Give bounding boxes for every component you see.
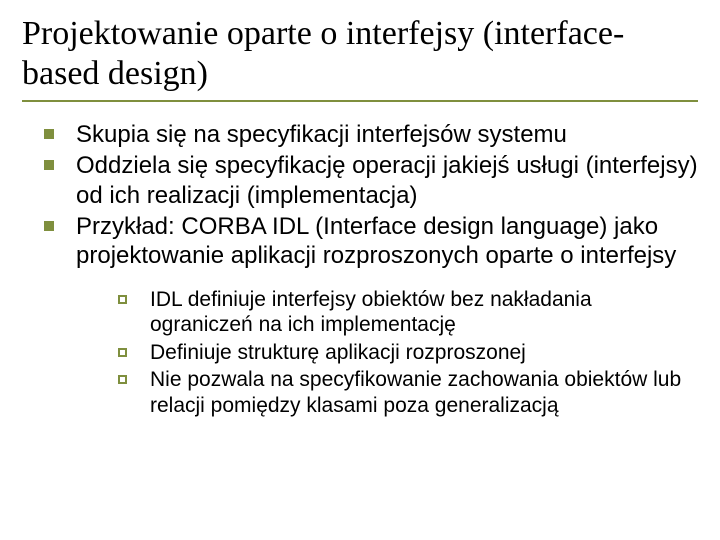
bullet-text: Oddziela się specyfikację operacji jakie… (76, 152, 698, 208)
list-item: Oddziela się specyfikację operacji jakie… (44, 151, 698, 210)
bullet-list-level2: IDL definiuje interfejsy obiektów bez na… (76, 287, 698, 419)
list-item: Nie pozwala na specyfikowanie zachowania… (118, 367, 698, 418)
slide: Projektowanie oparte o interfejsy (inter… (0, 0, 720, 540)
bullet-text: Definiuje strukturę aplikacji rozproszon… (150, 341, 526, 364)
list-item: Definiuje strukturę aplikacji rozproszon… (118, 340, 698, 366)
bullet-list-level1: Skupia się na specyfikacji interfejsów s… (22, 120, 698, 418)
list-item: Przykład: CORBA IDL (Interface design la… (44, 212, 698, 419)
slide-title: Projektowanie oparte o interfejsy (inter… (22, 14, 698, 94)
bullet-text: IDL definiuje interfejsy obiektów bez na… (150, 288, 592, 337)
list-item: Skupia się na specyfikacji interfejsów s… (44, 120, 698, 149)
bullet-text: Skupia się na specyfikacji interfejsów s… (76, 121, 567, 148)
list-item: IDL definiuje interfejsy obiektów bez na… (118, 287, 698, 338)
bullet-text: Przykład: CORBA IDL (Interface design la… (76, 213, 676, 269)
title-underline (22, 100, 698, 102)
bullet-text: Nie pozwala na specyfikowanie zachowania… (150, 368, 681, 417)
